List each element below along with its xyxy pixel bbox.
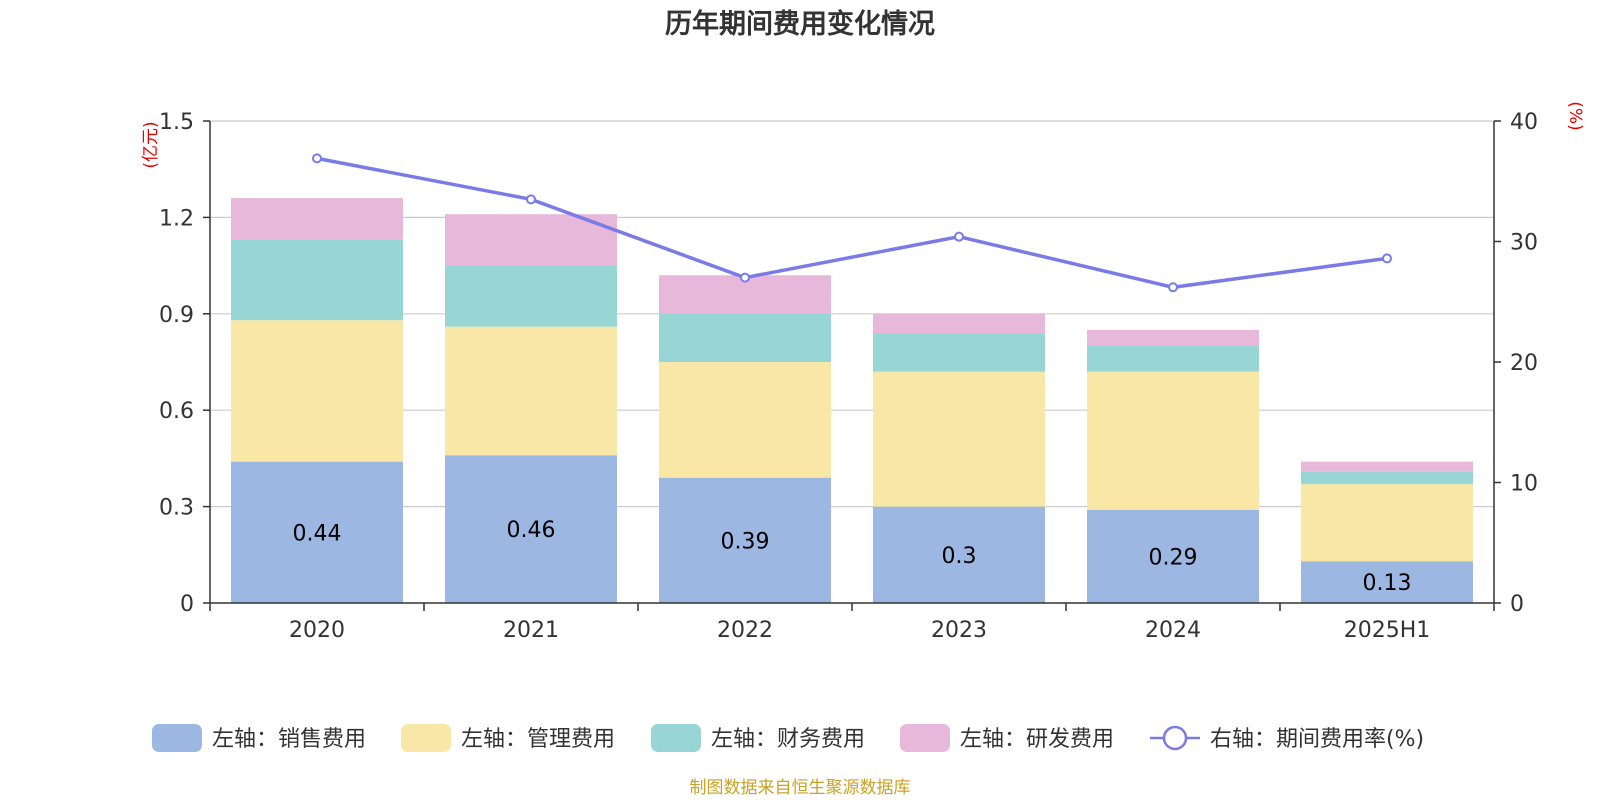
bar-segment (1087, 509, 1259, 603)
bar-segment (1087, 371, 1259, 510)
x-axis-label: 2020 (289, 618, 345, 643)
bar-segment (873, 333, 1045, 372)
bar-segment (1301, 484, 1473, 562)
bar-segment (445, 214, 617, 266)
bar-value-label: 0.29 (1149, 545, 1198, 570)
legend-swatch (900, 724, 950, 752)
data-source-note: 制图数据来自恒生聚源数据库 (690, 778, 911, 798)
right-axis-tick-label: 30 (1510, 231, 1538, 256)
bar-segment (231, 239, 403, 321)
legend: 左轴：销售费用 左轴：管理费用 左轴：财务费用 左轴：研发费用 右轴：期间费用率(%) (152, 724, 1424, 752)
right-axis-tick-label: 40 (1510, 110, 1538, 135)
rate-line (316, 156, 1388, 290)
rate-point (1382, 253, 1392, 264)
left-axis-tick-label: 1.2 (159, 206, 194, 231)
right-axis-unit: (%) (1565, 101, 1585, 130)
left-axis-tick-label: 0.3 (159, 496, 194, 521)
x-axis-label: 2025H1 (1344, 618, 1431, 643)
bar-segment (445, 265, 617, 327)
left-axis-tick-label: 0.6 (159, 399, 194, 424)
bar-segment (873, 371, 1045, 507)
legend-label: 右轴：期间费用率(%) (1210, 727, 1424, 752)
right-axis-tick-label: 0 (1510, 592, 1524, 617)
bar-value-label: 0.39 (721, 529, 770, 554)
grid-lines (210, 120, 1494, 508)
axes: 0 0.3 0.6 0.9 1.2 1.5 0 10 20 30 40 2020 2021 2022 202… (159, 110, 1538, 643)
x-axis-label: 2024 (1145, 618, 1201, 643)
bar-value-label: 0.46 (507, 518, 556, 543)
legend-swatch (651, 724, 701, 752)
bar-segment (659, 313, 831, 362)
x-axis-label: 2021 (503, 618, 559, 643)
bar-segment (1301, 461, 1473, 472)
bar-segment (1301, 471, 1473, 485)
rate-point (740, 272, 750, 283)
bar-segment (1301, 561, 1473, 603)
bar-segment (1087, 345, 1259, 372)
bar-segment (445, 326, 617, 456)
bar-segment (231, 198, 403, 240)
bar-segment (445, 455, 617, 603)
bar-labels: 0.44 0.46 0.39 0.3 0.29 0.13 (293, 518, 1412, 596)
rate-line-layer (312, 153, 1392, 293)
rate-point (1168, 282, 1178, 293)
x-axis-label: 2023 (931, 618, 987, 643)
bar-layer (231, 198, 1473, 603)
right-axis-tick-label: 10 (1510, 472, 1538, 497)
left-axis-tick-label: 1.5 (159, 110, 194, 135)
x-axis-label: 2022 (717, 618, 773, 643)
rate-point (954, 231, 964, 242)
legend-label: 左轴：研发费用 (960, 727, 1114, 752)
right-axis-tick-label: 20 (1510, 351, 1538, 376)
bar-value-label: 0.44 (293, 521, 342, 546)
rate-point (312, 153, 322, 164)
legend-label: 左轴：销售费用 (212, 727, 366, 752)
legend-line-marker (1162, 725, 1188, 751)
legend-label: 左轴：财务费用 (711, 727, 865, 752)
bar-value-label: 0.13 (1363, 571, 1412, 596)
rate-point (526, 194, 536, 205)
bar-segment (873, 506, 1045, 603)
legend-swatch (401, 724, 451, 752)
chart-title: 历年期间费用变化情况 (665, 8, 935, 40)
bar-segment (659, 477, 831, 603)
left-axis-unit: (亿元) (141, 121, 161, 168)
legend-swatch (152, 724, 202, 752)
bar-segment (1087, 329, 1259, 346)
legend-label: 左轴：管理费用 (461, 727, 615, 752)
bar-segment (659, 362, 831, 478)
bar-segment (231, 461, 403, 603)
left-axis-tick-label: 0 (180, 592, 194, 617)
bar-segment (873, 313, 1045, 334)
left-axis-tick-label: 0.9 (159, 303, 194, 328)
bar-value-label: 0.3 (942, 544, 977, 569)
bar-segment (231, 320, 403, 462)
